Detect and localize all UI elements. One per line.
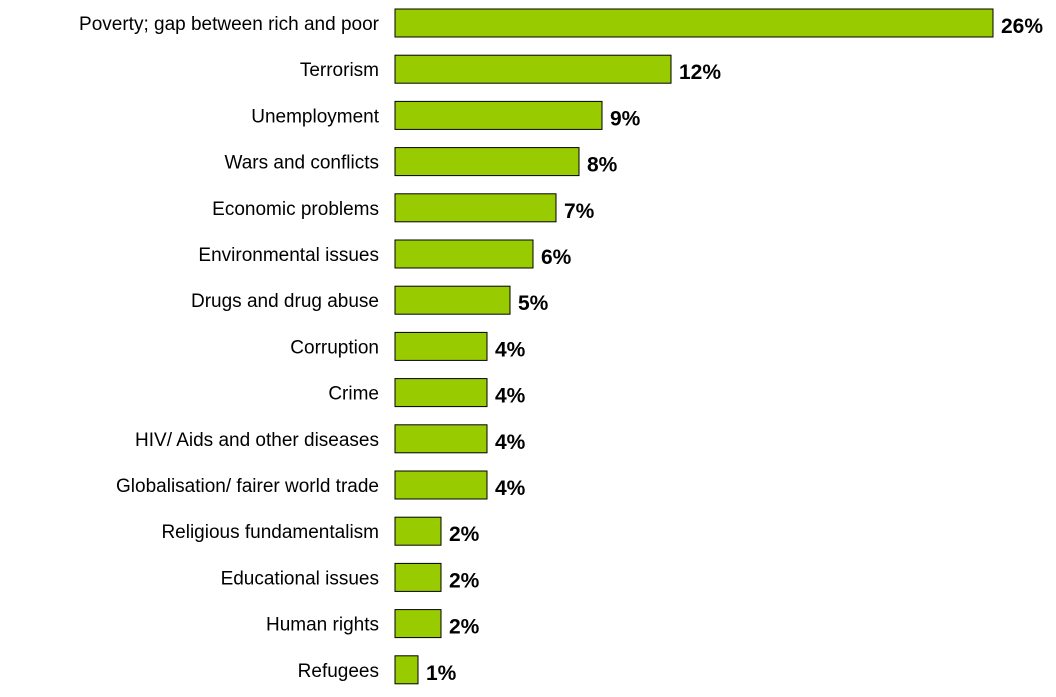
bar-1 xyxy=(394,54,672,84)
value-label-7: 4% xyxy=(495,338,526,361)
value-label-0: 26% xyxy=(1001,15,1043,38)
value-label-12: 2% xyxy=(449,569,480,592)
value-label-6: 5% xyxy=(518,292,549,315)
category-label-6: Drugs and drug abuse xyxy=(191,291,379,312)
category-label-3: Wars and conflicts xyxy=(224,153,379,174)
bar-13 xyxy=(394,609,442,639)
bar-12 xyxy=(394,562,442,592)
value-label-11: 2% xyxy=(449,523,480,546)
bar-3 xyxy=(394,147,580,177)
value-label-2: 9% xyxy=(610,107,641,130)
bar-4 xyxy=(394,193,557,223)
value-label-5: 6% xyxy=(541,246,572,269)
category-label-7: Corruption xyxy=(290,337,379,358)
category-labels: Poverty; gap between rich and poor Terror… xyxy=(79,14,380,682)
bar-6 xyxy=(394,285,511,315)
bar-0 xyxy=(394,8,994,38)
category-label-9: HIV/ Aids and other diseases xyxy=(135,430,379,451)
category-label-5: Environmental issues xyxy=(198,245,379,266)
category-label-4: Economic problems xyxy=(212,199,379,220)
value-label-14: 1% xyxy=(426,662,457,685)
bar-5 xyxy=(394,239,534,269)
value-label-4: 7% xyxy=(564,200,595,223)
value-label-13: 2% xyxy=(449,616,480,639)
bar-8 xyxy=(394,378,488,408)
value-label-9: 4% xyxy=(495,431,526,454)
bar-14 xyxy=(394,655,419,685)
bar-11 xyxy=(394,516,442,546)
bar-2 xyxy=(394,100,603,130)
value-label-3: 8% xyxy=(587,154,618,177)
value-labels: 26% 12% 9% 8% 7% 6% 5% 4% 4% 4% 4% 2% 2% 2% 1% xyxy=(426,15,1043,685)
bar-7 xyxy=(394,331,488,361)
value-label-1: 12% xyxy=(679,61,721,84)
category-label-11: Religious fundamentalism xyxy=(161,522,379,543)
bar-10 xyxy=(394,470,488,500)
value-label-10: 4% xyxy=(495,477,526,500)
category-label-13: Human rights xyxy=(266,615,379,636)
category-label-14: Refugees xyxy=(298,661,379,682)
category-label-1: Terrorism xyxy=(300,60,379,81)
value-label-8: 4% xyxy=(495,385,526,408)
category-label-8: Crime xyxy=(328,384,379,405)
bar-9 xyxy=(394,424,488,454)
bars-group xyxy=(394,8,994,685)
category-label-2: Unemployment xyxy=(251,106,379,127)
category-label-10: Globalisation/ fairer world trade xyxy=(116,476,379,497)
category-label-0: Poverty; gap between rich and poor xyxy=(79,14,380,35)
category-label-12: Educational issues xyxy=(221,568,379,589)
